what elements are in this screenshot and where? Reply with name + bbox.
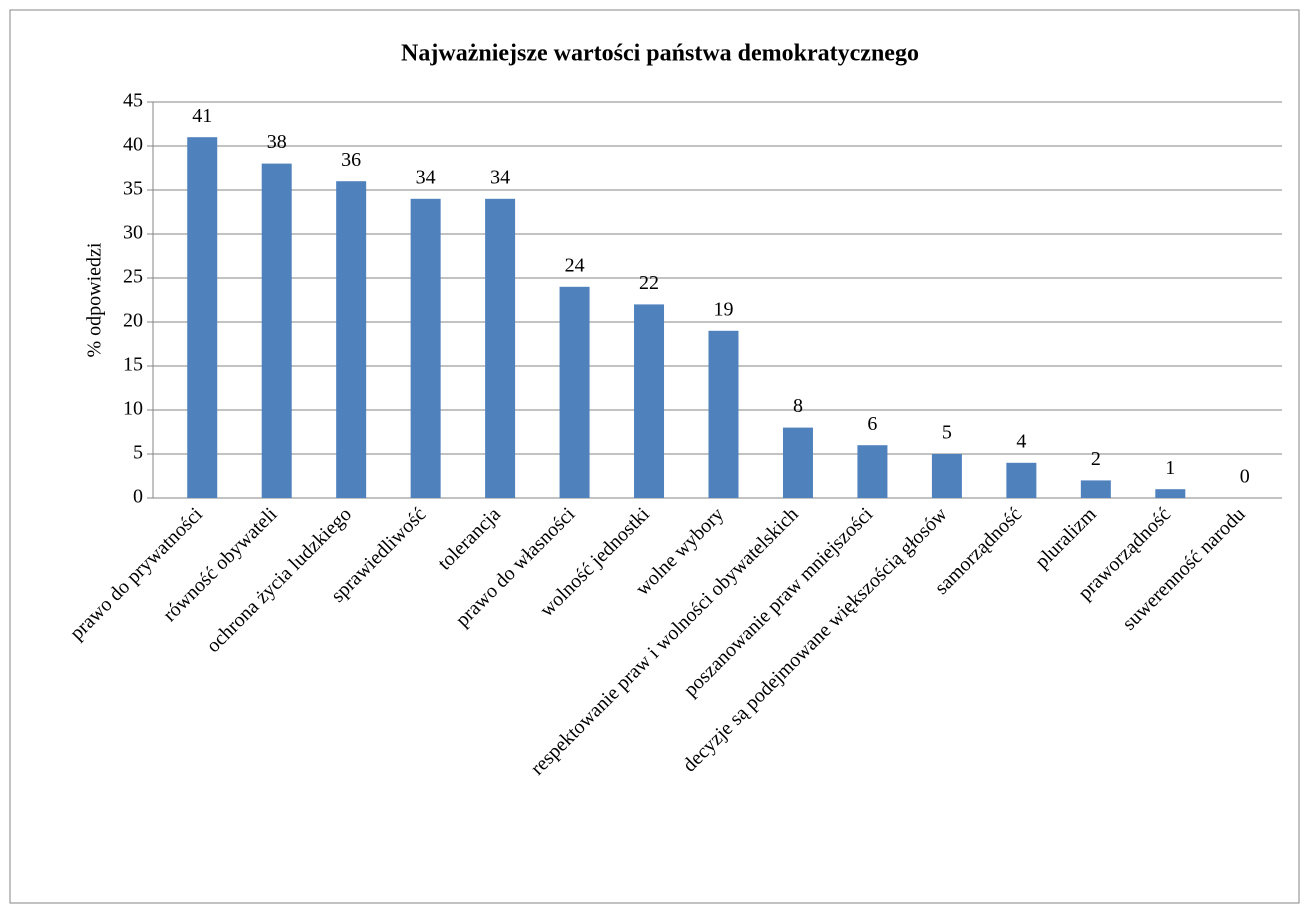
data-label: 4	[1016, 430, 1026, 452]
data-label: 8	[793, 395, 803, 417]
bar	[708, 330, 739, 498]
bar	[782, 427, 813, 498]
y-tick-label: 5	[133, 442, 143, 464]
data-label: 1	[1165, 457, 1175, 479]
bar	[410, 198, 441, 499]
y-axis-label: % odpowiedzi	[84, 242, 106, 357]
y-tick-label: 40	[123, 134, 143, 156]
data-label: 2	[1091, 448, 1101, 470]
bar	[1155, 489, 1186, 498]
data-label: 19	[714, 298, 734, 320]
bar	[485, 198, 516, 499]
bar	[931, 454, 962, 498]
y-tick-label: 10	[123, 398, 143, 420]
bar	[1080, 480, 1111, 498]
data-label: 41	[192, 105, 212, 127]
y-tick-label: 30	[123, 222, 143, 244]
data-label: 6	[867, 413, 877, 435]
bar	[1006, 462, 1037, 498]
bar	[336, 181, 367, 498]
data-label: 34	[416, 166, 436, 188]
bar	[857, 445, 888, 498]
data-label: 36	[341, 149, 361, 171]
chart-title: Najważniejsze wartości państwa demokraty…	[401, 41, 919, 67]
y-tick-label: 25	[123, 266, 143, 288]
data-label: 0	[1240, 466, 1250, 488]
data-label: 22	[639, 272, 659, 294]
data-label: 24	[565, 254, 585, 276]
y-tick-label: 0	[133, 486, 143, 508]
data-label: 38	[267, 131, 287, 153]
y-tick-label: 45	[123, 90, 143, 112]
bar	[634, 304, 665, 498]
bar	[261, 163, 292, 498]
y-tick-label: 15	[123, 354, 143, 376]
bar	[559, 286, 590, 498]
y-tick-label: 35	[123, 178, 143, 200]
bar	[187, 137, 218, 498]
data-label: 5	[942, 422, 952, 444]
y-tick-label: 20	[123, 310, 143, 332]
data-label: 34	[490, 166, 510, 188]
